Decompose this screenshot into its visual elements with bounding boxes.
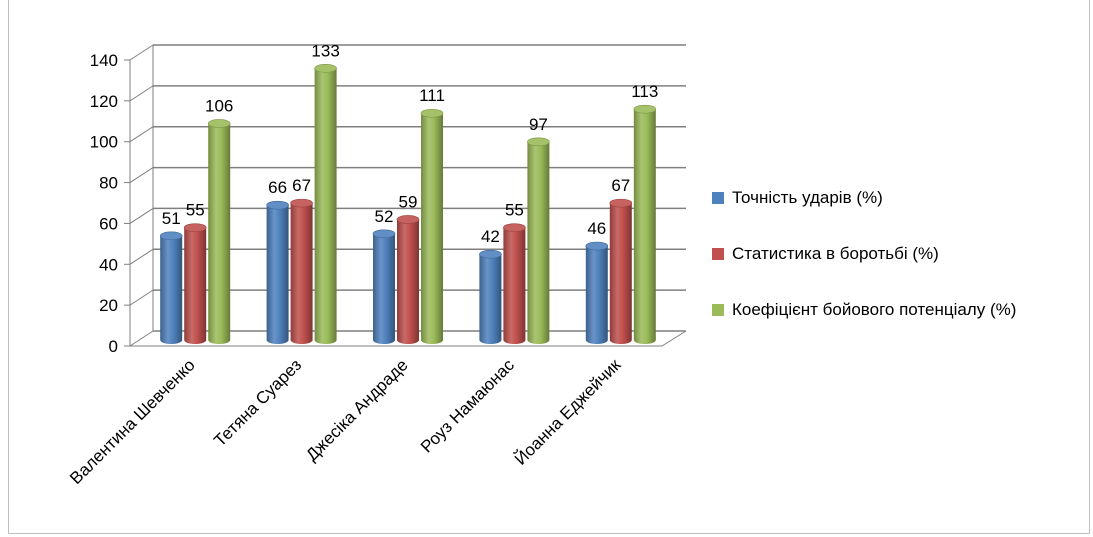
bar xyxy=(160,235,183,344)
bar-top xyxy=(207,119,231,128)
bar xyxy=(527,141,550,344)
legend-swatch-accuracy xyxy=(712,192,724,204)
data-label: 113 xyxy=(631,82,658,101)
bar xyxy=(479,254,502,344)
bar-top xyxy=(503,223,526,232)
bar xyxy=(609,203,632,344)
data-label: 46 xyxy=(587,219,606,238)
y-tick-label: 20 xyxy=(99,296,118,315)
bar xyxy=(314,68,337,345)
bar xyxy=(585,246,608,344)
bar xyxy=(208,123,231,344)
legend-item-accuracy: Точність ударів (%) xyxy=(712,188,1016,208)
data-label: 59 xyxy=(399,192,418,211)
data-label: 51 xyxy=(162,209,181,228)
data-label: 66 xyxy=(268,178,287,197)
side-gridline xyxy=(129,85,154,102)
bar xyxy=(421,113,443,344)
floor-right-edge xyxy=(661,330,687,347)
bar-top xyxy=(183,223,207,232)
legend-label-grappling: Статистика в боротьбі (%) xyxy=(732,244,939,263)
legend-item-grappling: Статистика в боротьбі (%) xyxy=(712,244,1016,264)
chart-frame xyxy=(8,0,1090,534)
x-tick-label: Тетяна Суарез xyxy=(210,355,305,450)
bar-top xyxy=(527,137,550,147)
x-tick-label: Джесіка Андраде xyxy=(302,355,411,464)
data-label: 55 xyxy=(186,201,205,220)
y-tick-label: 120 xyxy=(90,92,118,111)
bar-top xyxy=(479,249,502,259)
bar xyxy=(503,227,526,344)
legend: Точність ударів (%) Статистика в боротьб… xyxy=(712,188,1016,356)
bar-top xyxy=(609,198,633,208)
side-gridline xyxy=(129,126,154,143)
bar-top xyxy=(372,229,396,239)
legend-label-accuracy: Точність ударів (%) xyxy=(732,188,883,207)
bar xyxy=(397,219,419,344)
bar xyxy=(184,227,207,344)
legend-swatch-grappling xyxy=(712,248,724,260)
data-label: 111 xyxy=(419,86,445,105)
bar-top xyxy=(314,64,337,73)
data-label: 52 xyxy=(375,207,394,226)
bar-top xyxy=(420,108,444,118)
y-tick-label: 40 xyxy=(99,255,118,274)
x-tick-label: Роуз Намаюнас xyxy=(417,355,518,456)
bar-top xyxy=(396,215,420,224)
legend-item-combat-potential: Коефіцієнт бойового потенціалу (%) xyxy=(712,300,1016,320)
side-gridline xyxy=(129,289,154,306)
bar-top xyxy=(266,200,289,210)
legend-swatch-combat-potential xyxy=(712,304,724,316)
y-tick-label: 100 xyxy=(90,133,118,152)
bar xyxy=(373,233,395,344)
bar-top xyxy=(633,104,657,114)
data-label: 97 xyxy=(529,115,548,134)
bar-top xyxy=(585,241,609,251)
y-tick-label: 60 xyxy=(99,214,118,233)
side-gridline xyxy=(129,208,154,224)
bar-top xyxy=(290,198,313,208)
y-tick-label: 140 xyxy=(90,51,118,70)
bar xyxy=(633,109,656,345)
y-tick-label: 80 xyxy=(99,174,118,193)
side-gridline xyxy=(129,330,154,347)
data-label: 133 xyxy=(311,41,339,60)
legend-label-combat-potential: Коефіцієнт бойового потенціалу (%) xyxy=(732,300,1017,319)
bar xyxy=(290,203,313,344)
data-label: 42 xyxy=(481,227,500,246)
data-label: 67 xyxy=(292,176,311,195)
data-label: 106 xyxy=(205,96,233,115)
side-gridline xyxy=(129,248,154,265)
x-tick-label: Йоанна Еджейчик xyxy=(511,355,625,469)
data-label: 67 xyxy=(611,176,630,195)
y-tick-label: 0 xyxy=(109,337,118,356)
x-tick-label: Валентина Шевченко xyxy=(66,355,199,488)
side-gridline xyxy=(129,167,154,183)
data-label: 55 xyxy=(505,201,524,220)
bar xyxy=(266,205,289,344)
bar-top xyxy=(159,231,183,241)
side-gridline xyxy=(129,44,154,61)
